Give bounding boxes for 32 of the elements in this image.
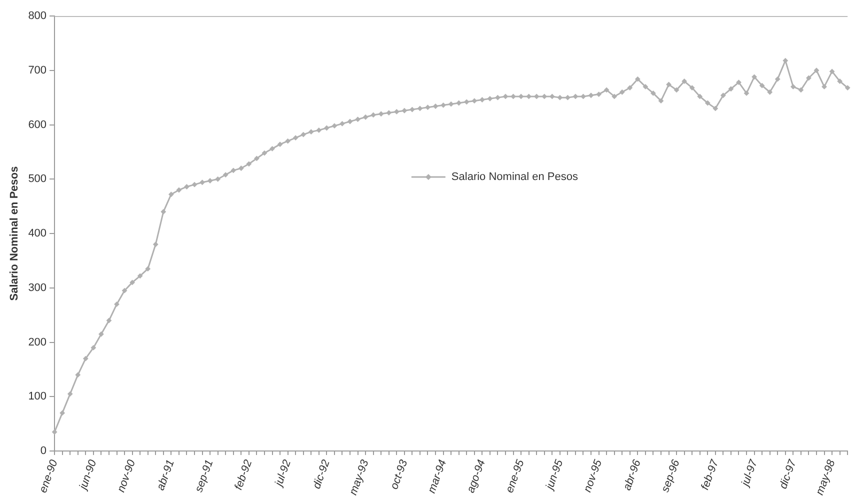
y-tick-label: 600 <box>28 118 47 131</box>
x-tick-label: sep-91 <box>192 458 216 494</box>
x-tick-label: jul-92 <box>272 458 294 490</box>
y-tick-label: 500 <box>28 173 47 186</box>
y-tick-label: 0 <box>40 445 47 458</box>
x-tick-label: abr-91 <box>154 458 177 492</box>
x-tick-label: oct-93 <box>388 457 410 492</box>
y-tick-label: 100 <box>28 390 47 403</box>
x-tick-label: abr-96 <box>621 457 644 492</box>
x-tick-label: mar-94 <box>426 458 449 495</box>
y-tick-label: 300 <box>28 282 47 294</box>
x-tick-label: ene-95 <box>504 457 528 494</box>
x-tick-label: dic-97 <box>777 457 800 490</box>
x-tick-label: jun-90 <box>76 457 100 493</box>
x-tick-label: jun-95 <box>543 457 566 493</box>
y-tick-label: 400 <box>28 228 47 240</box>
x-tick-label: nov-95 <box>582 457 605 494</box>
x-tick-label: nov-90 <box>115 457 138 494</box>
y-tick-label: 200 <box>28 336 47 348</box>
x-tick-label: jul-97 <box>738 457 760 490</box>
x-tick-label: ago-94 <box>464 458 488 494</box>
x-tick-label: dic-92 <box>310 458 332 490</box>
x-tick-label: may-93 <box>347 457 372 497</box>
x-tick-label: sep-96 <box>659 457 683 494</box>
y-axis-title: Salario Nominal en Pesos <box>8 166 21 301</box>
legend-label: Salario Nominal en Pesos <box>451 170 578 183</box>
y-tick-label: 700 <box>28 64 47 76</box>
x-tick-label: feb-92 <box>232 458 255 492</box>
x-tick-label: ene-90 <box>37 457 61 494</box>
x-tick-label: feb-97 <box>699 457 722 492</box>
y-tick-label: 800 <box>28 10 47 22</box>
x-tick-label: may-98 <box>814 457 838 497</box>
